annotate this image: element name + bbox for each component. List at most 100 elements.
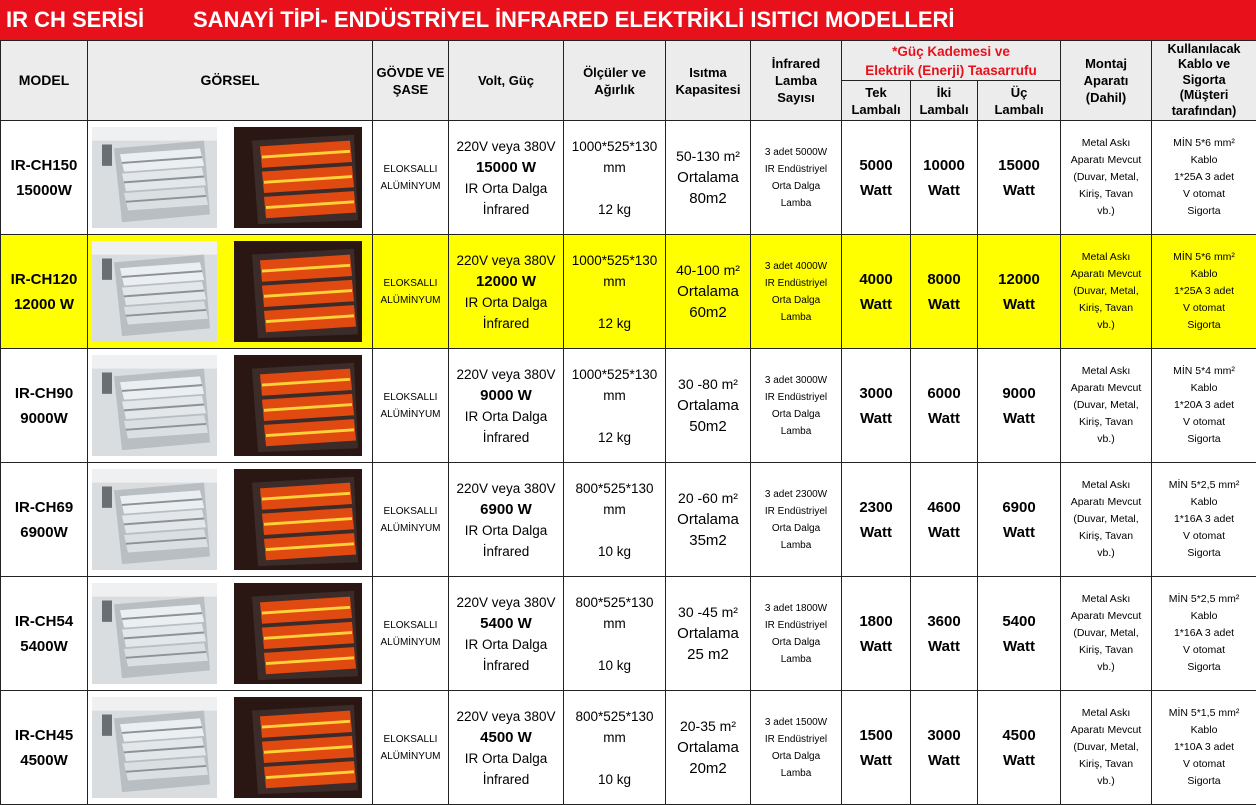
gorsel-cell <box>88 463 373 577</box>
heater-on-photo <box>234 583 362 684</box>
table-row: IR-CH45 4500W <box>1 691 1256 805</box>
table-row: IR-CH120 12000 W <box>1 235 1256 349</box>
model-watt: 4500W <box>20 752 68 769</box>
model-watt: 6900W <box>20 524 68 541</box>
heater-on-photo <box>234 469 362 570</box>
power-value: 12000 W <box>476 273 536 290</box>
weight-value: 12 kg <box>598 202 631 217</box>
model-watt: 15000W <box>16 182 72 199</box>
heater-off-photo <box>92 469 217 570</box>
model-watt: 5400W <box>20 638 68 655</box>
model-name: IR-CH54 <box>15 613 73 630</box>
gorsel-cell <box>88 349 373 463</box>
heater-off-photo <box>92 697 217 798</box>
gorsel-cell <box>88 691 373 805</box>
model-watt: 9000W <box>20 410 68 427</box>
heater-on-photo <box>234 355 362 456</box>
gorsel-cell <box>88 577 373 691</box>
model-name: IR-CH120 <box>11 271 78 288</box>
model-cell: IR-CH120 12000 W <box>1 235 88 349</box>
table-row: IR-CH69 6900W <box>1 463 1256 577</box>
table-row: IR-CH54 5400W <box>1 577 1256 691</box>
model-name: IR-CH69 <box>15 499 73 516</box>
header-model: MODEL <box>1 41 88 121</box>
header-volt: Volt, Güç <box>449 41 564 121</box>
model-name: IR-CH45 <box>15 727 73 744</box>
power-value: 4500 W <box>480 729 532 746</box>
model-name: IR-CH150 <box>11 157 78 174</box>
heater-off-photo <box>92 241 217 342</box>
model-cell: IR-CH45 4500W <box>1 691 88 805</box>
weight-value: 12 kg <box>598 316 631 331</box>
model-watt: 12000 W <box>14 296 74 313</box>
model-cell: IR-CH54 5400W <box>1 577 88 691</box>
heater-off-photo <box>92 355 217 456</box>
weight-value: 10 kg <box>598 772 631 787</box>
power-value: 15000 W <box>476 159 536 176</box>
model-cell: IR-CH150 15000W <box>1 121 88 235</box>
power-value: 5400 W <box>480 615 532 632</box>
heater-on-photo <box>234 697 362 798</box>
weight-value: 12 kg <box>598 430 631 445</box>
heater-on-photo <box>234 127 362 228</box>
series-title: IR CH SERİSİ <box>6 0 144 40</box>
